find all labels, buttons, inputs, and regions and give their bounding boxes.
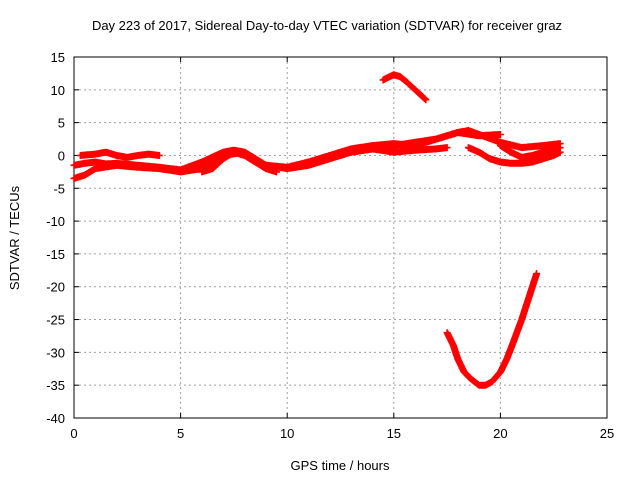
y-tick-label: -20 bbox=[46, 280, 65, 295]
y-tick-label: -10 bbox=[46, 214, 65, 229]
y-tick-label: -40 bbox=[46, 411, 65, 426]
y-tick-label: -35 bbox=[46, 378, 65, 393]
x-tick-label: 15 bbox=[387, 426, 401, 441]
y-axis-label: SDTVAR / TECUs bbox=[7, 185, 22, 290]
x-tick-label: 20 bbox=[493, 426, 507, 441]
series-track-7 bbox=[464, 144, 564, 167]
y-tick-label: 10 bbox=[51, 83, 65, 98]
x-tick-label: 25 bbox=[600, 426, 614, 441]
series-track-6 bbox=[496, 142, 564, 161]
y-tick-label: -30 bbox=[46, 345, 65, 360]
series-markers bbox=[347, 144, 451, 156]
plot-frame bbox=[73, 56, 608, 419]
y-tick-label: 5 bbox=[58, 116, 65, 131]
series-track-4 bbox=[347, 144, 451, 156]
chart-title: Day 223 of 2017, Sidereal Day-to-day VTE… bbox=[92, 18, 562, 33]
series-markers bbox=[496, 142, 564, 161]
data-series bbox=[70, 71, 564, 389]
series-markers bbox=[379, 71, 430, 104]
y-tick-label: -15 bbox=[46, 247, 65, 262]
series-markers bbox=[464, 144, 564, 167]
series-track-9 bbox=[443, 270, 541, 389]
x-tick-label: 5 bbox=[177, 426, 184, 441]
x-tick-label: 0 bbox=[70, 426, 77, 441]
series-markers bbox=[443, 270, 541, 389]
axis-ticks: 0 5 10 15 20 25 -40 -35 -30 -25 -20 -15 -10 -5 0 5 10 15 bbox=[46, 50, 614, 441]
grid-lines bbox=[74, 57, 607, 418]
series-track-8 bbox=[379, 71, 430, 104]
x-tick-label: 10 bbox=[280, 426, 294, 441]
series-track-5 bbox=[198, 148, 280, 176]
series-markers bbox=[198, 148, 280, 176]
y-tick-label: 0 bbox=[58, 148, 65, 163]
y-tick-label: -25 bbox=[46, 313, 65, 328]
series-markers bbox=[76, 148, 163, 161]
y-tick-label: -5 bbox=[53, 181, 65, 196]
x-axis-label: GPS time / hours bbox=[291, 458, 390, 473]
series-track-3 bbox=[76, 148, 163, 161]
y-tick-label: 15 bbox=[51, 50, 65, 65]
